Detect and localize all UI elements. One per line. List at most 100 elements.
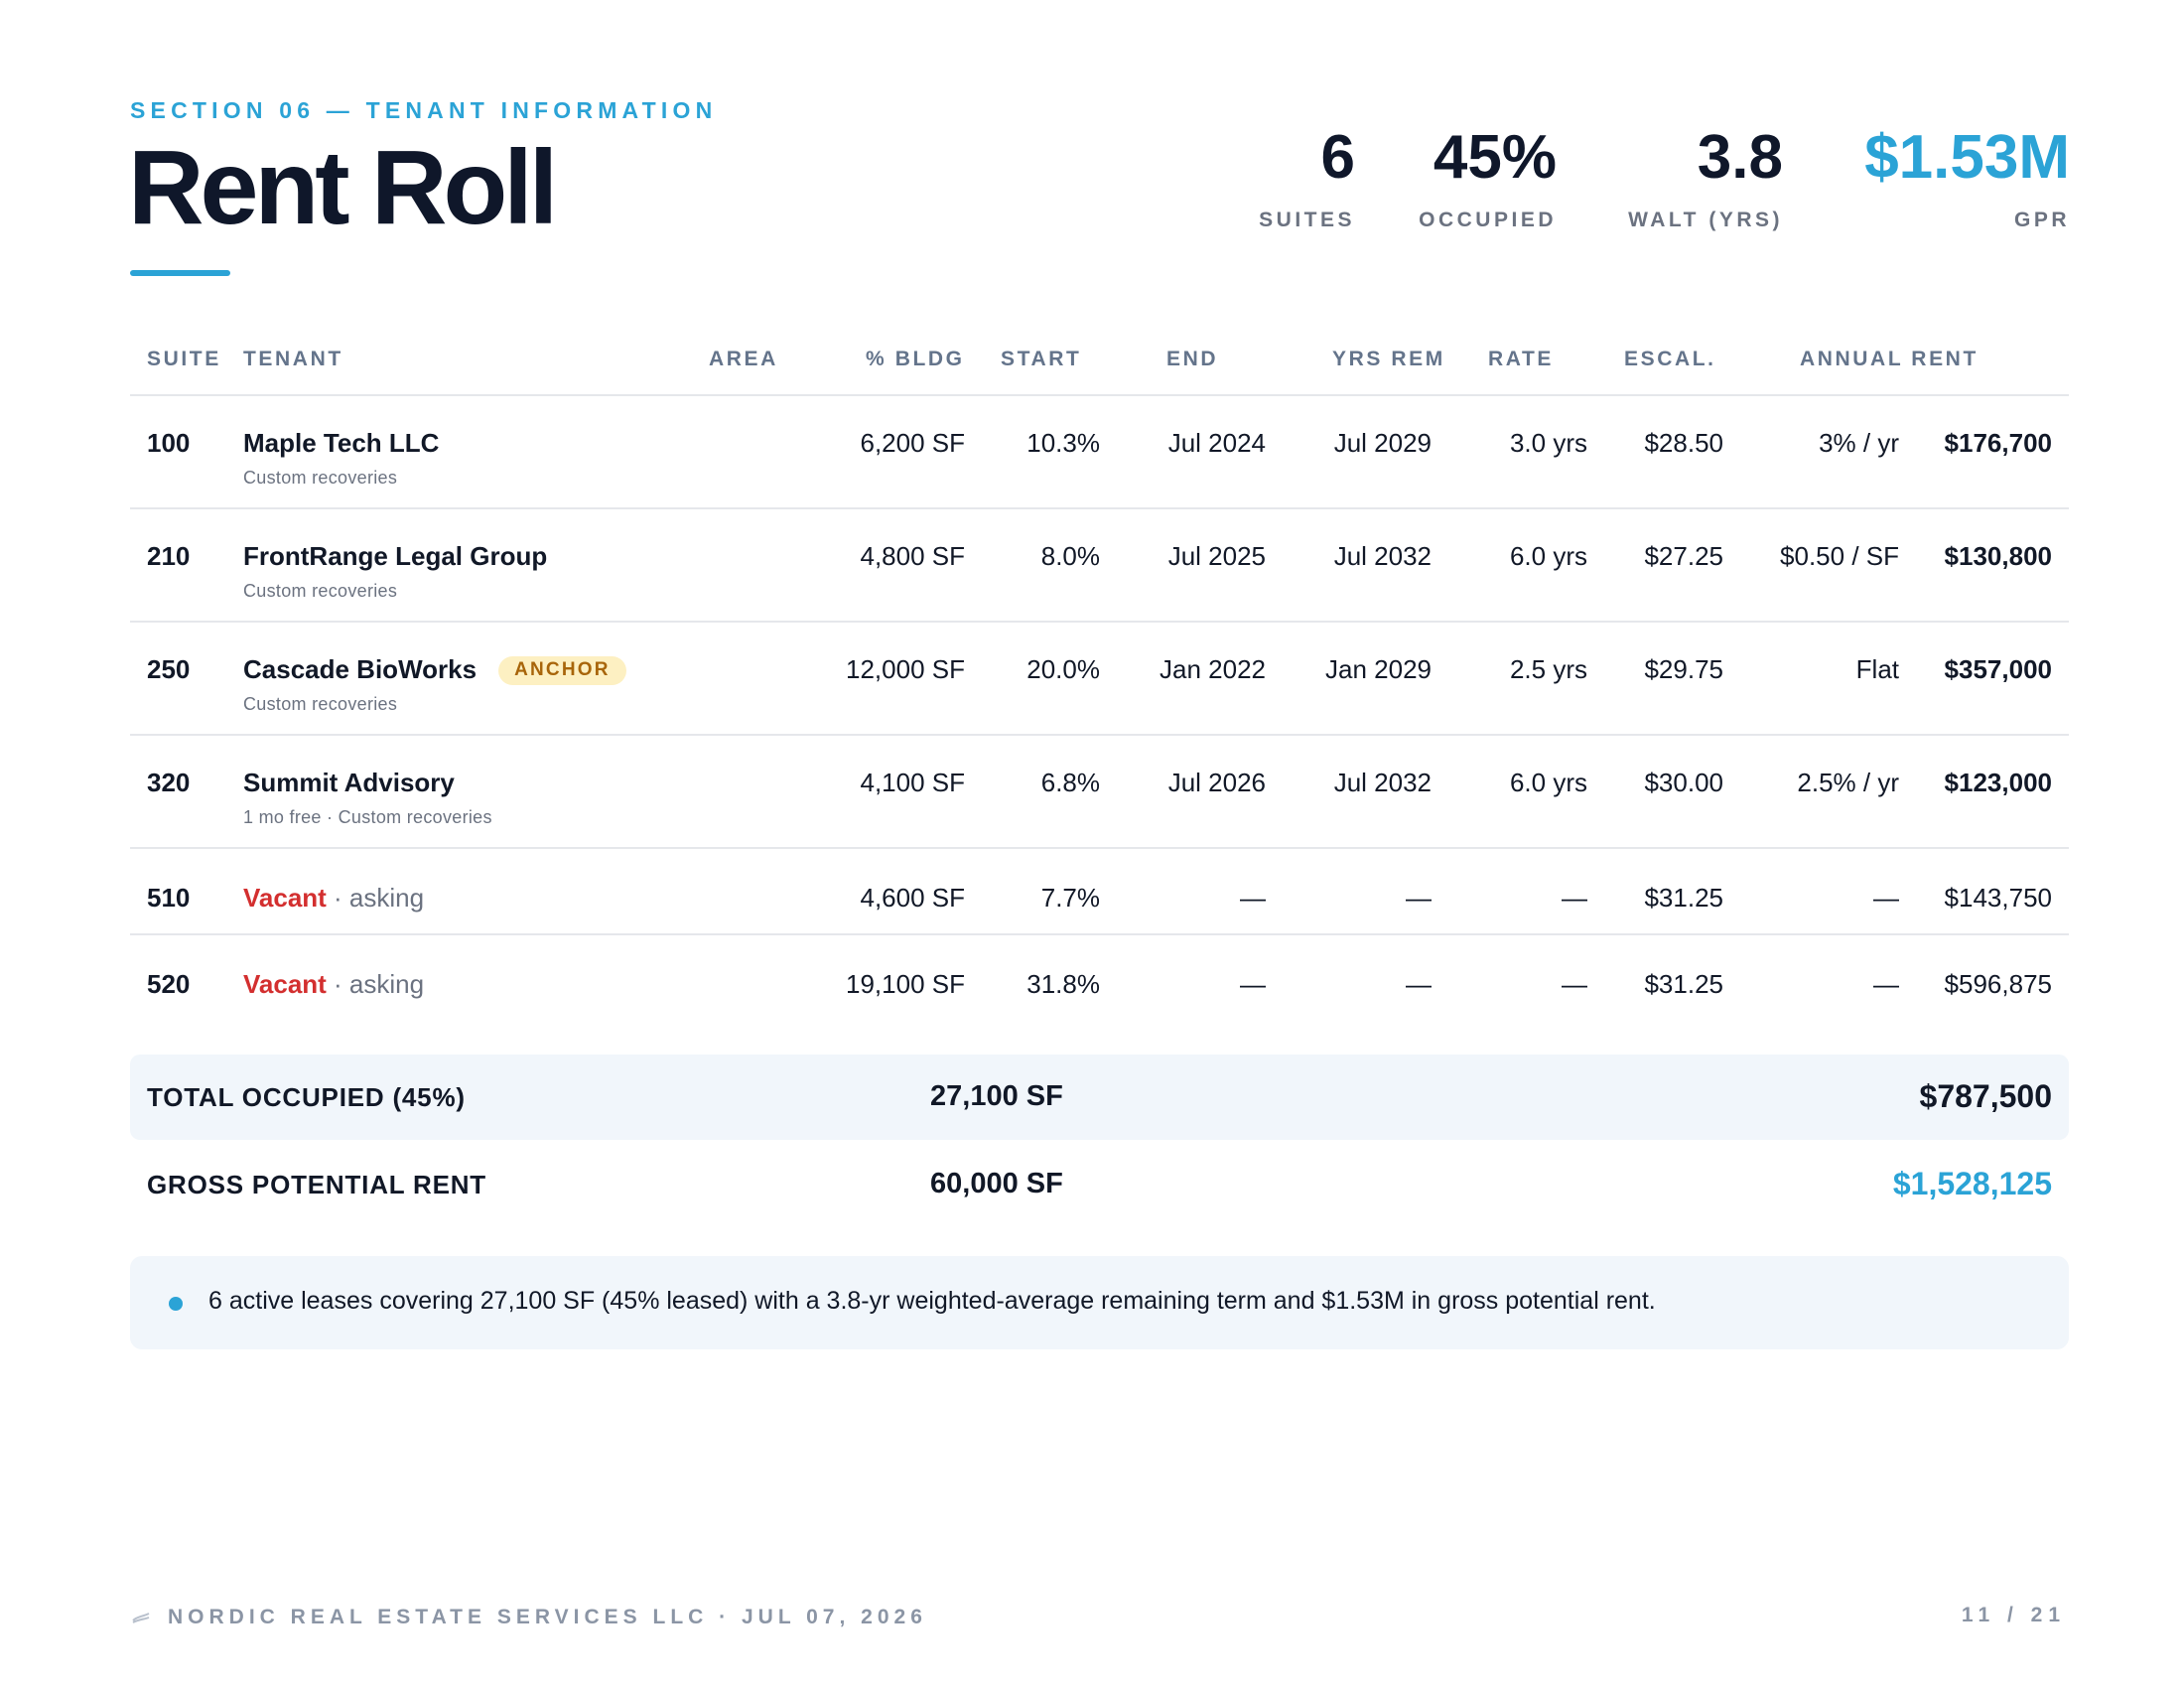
company-name: NORDIC REAL ESTATE SERVICES LLC xyxy=(168,1606,709,1628)
start-date: Jan 2022 xyxy=(1160,654,1266,684)
suite-number: 250 xyxy=(147,654,191,684)
section-eyebrow: SECTION 06 — TENANT INFORMATION xyxy=(130,97,718,123)
total-occupied-row: TOTAL OCCUPIED (45%) 27,100 SF $787,500 xyxy=(130,1055,2069,1140)
rate: $30.00 xyxy=(1644,768,1723,797)
tenant-cell: Maple Tech LLC xyxy=(243,428,439,459)
page-number: 11 / 21 xyxy=(1961,1604,2066,1626)
tenant-name: Summit Advisory xyxy=(243,768,455,797)
start-date: Jul 2024 xyxy=(1167,428,1266,458)
annual-rent: $130,800 xyxy=(1944,541,2052,571)
annual-rent: $143,750 xyxy=(1944,883,2052,913)
pct-bldg: 8.0% xyxy=(1040,541,1100,571)
kpi-gpr: $1.53M GPR xyxy=(1864,127,2070,232)
tenant-note: Custom recoveries xyxy=(243,581,398,601)
yrs-remaining: — xyxy=(1562,883,1587,913)
table-row: 100 Maple Tech LLC Custom recoveries 6,2… xyxy=(130,396,2069,509)
yrs-remaining: 3.0 yrs xyxy=(1509,428,1587,458)
end-date: Jul 2032 xyxy=(1333,541,1432,571)
table-header: SUITE TENANT AREA % BLDG START END YRS R… xyxy=(130,338,2069,396)
kpi-label: WALT (YRS) xyxy=(1628,209,1783,231)
kpi-label: OCCUPIED xyxy=(1419,209,1557,231)
page-title: Rent Roll xyxy=(128,129,558,246)
end-date: — xyxy=(1406,883,1432,913)
rate: $27.25 xyxy=(1644,541,1723,571)
kpi-walt: 3.8 WALT (YRS) xyxy=(1628,127,1783,232)
col-rate: RATE xyxy=(1488,348,1555,370)
yrs-remaining: 6.0 yrs xyxy=(1509,541,1587,571)
annual-rent: $123,000 xyxy=(1944,768,2052,797)
suite-number: 510 xyxy=(147,883,191,913)
rate: $31.25 xyxy=(1644,969,1723,999)
area: 4,800 SF xyxy=(860,541,965,571)
company-logo-icon xyxy=(132,1606,150,1629)
asking-label: · asking xyxy=(326,969,425,999)
end-date: Jul 2032 xyxy=(1333,768,1432,797)
annual-rent: $176,700 xyxy=(1944,428,2052,458)
yrs-remaining: — xyxy=(1562,969,1587,999)
table-row-vacant: 510 Vacant · asking 4,600 SF 7.7% — — — … xyxy=(130,849,2069,935)
current-page: 11 xyxy=(1961,1604,1996,1626)
summary-callout: 6 active leases covering 27,100 SF (45% … xyxy=(130,1256,2069,1349)
col-area: AREA xyxy=(709,348,778,370)
kpi-label: GPR xyxy=(2013,209,2070,231)
escalation: — xyxy=(1873,883,1899,913)
yrs-remaining: 6.0 yrs xyxy=(1509,768,1587,797)
pct-bldg: 20.0% xyxy=(1026,654,1100,684)
gpr-amount: $1,528,125 xyxy=(1892,1166,2052,1201)
kpi-label: SUITES xyxy=(1259,209,1355,231)
area: 4,600 SF xyxy=(860,883,965,913)
end-date: — xyxy=(1406,969,1432,999)
area: 4,100 SF xyxy=(860,768,965,797)
table-row: 250 Cascade BioWorks ANCHOR Custom recove… xyxy=(130,623,2069,736)
col-tenant: TENANT xyxy=(243,348,343,370)
kpi-suites: 6 SUITES xyxy=(1259,127,1355,232)
vacant-status: Vacant xyxy=(243,969,327,999)
gpr-label: GROSS POTENTIAL RENT xyxy=(147,1170,486,1199)
escalation: — xyxy=(1873,969,1899,999)
tenant-note: Custom recoveries xyxy=(243,468,398,488)
pct-bldg: 7.7% xyxy=(1040,883,1100,913)
start-date: — xyxy=(1240,969,1266,999)
col-suite: SUITE xyxy=(147,348,221,370)
tenant-note: 1 mo free · Custom recoveries xyxy=(243,807,492,827)
vacant-status: Vacant xyxy=(243,883,327,913)
tenant-cell: Vacant · asking xyxy=(243,883,424,914)
suite-number: 320 xyxy=(147,768,191,797)
tenant-cell: Vacant · asking xyxy=(243,969,424,1000)
suite-number: 520 xyxy=(147,969,191,999)
report-date: · JUL 07, 2026 xyxy=(719,1606,927,1628)
escalation: 3% / yr xyxy=(1819,428,1899,458)
rate: $31.25 xyxy=(1644,883,1723,913)
tenant-name: Cascade BioWorks xyxy=(243,654,478,684)
escalation: Flat xyxy=(1855,654,1899,684)
total-occupied-label: TOTAL OCCUPIED (45%) xyxy=(147,1082,466,1112)
gpr-area: 60,000 SF xyxy=(930,1168,1063,1199)
footer-company: NORDIC REAL ESTATE SERVICES LLC · JUL 07… xyxy=(132,1606,927,1629)
table-row: 320 Summit Advisory 1 mo free · Custom r… xyxy=(130,736,2069,849)
escalation: $0.50 / SF xyxy=(1780,541,1899,571)
col-yrs-rem: YRS REM xyxy=(1332,348,1445,370)
suite-number: 100 xyxy=(147,428,191,458)
kpi-value: 3.8 xyxy=(1697,123,1783,192)
rent-roll-table: SUITE TENANT AREA % BLDG START END YRS R… xyxy=(130,338,2069,1020)
kpi-occupied: 45% OCCUPIED xyxy=(1419,127,1557,232)
area: 12,000 SF xyxy=(846,654,965,684)
tenant-note: Custom recoveries xyxy=(243,694,398,714)
table-row-vacant: 520 Vacant · asking 19,100 SF 31.8% — — … xyxy=(130,935,2069,1020)
col-escal: ESCAL. xyxy=(1624,348,1716,370)
col-annual-rent: ANNUAL RENT xyxy=(1800,348,1979,370)
anchor-badge: ANCHOR xyxy=(498,656,626,685)
yrs-remaining: 2.5 yrs xyxy=(1509,654,1587,684)
start-date: Jul 2026 xyxy=(1167,768,1266,797)
end-date: Jul 2029 xyxy=(1333,428,1432,458)
end-date: Jan 2029 xyxy=(1325,654,1432,684)
escalation: 2.5% / yr xyxy=(1797,768,1899,797)
col-start: START xyxy=(1001,348,1082,370)
kpi-value: 45% xyxy=(1433,123,1557,192)
area: 6,200 SF xyxy=(860,428,965,458)
suite-number: 210 xyxy=(147,541,191,571)
gross-potential-rent-row: GROSS POTENTIAL RENT 60,000 SF $1,528,12… xyxy=(130,1142,2069,1227)
total-pages: 21 xyxy=(2030,1604,2066,1626)
rate: $29.75 xyxy=(1644,654,1723,684)
